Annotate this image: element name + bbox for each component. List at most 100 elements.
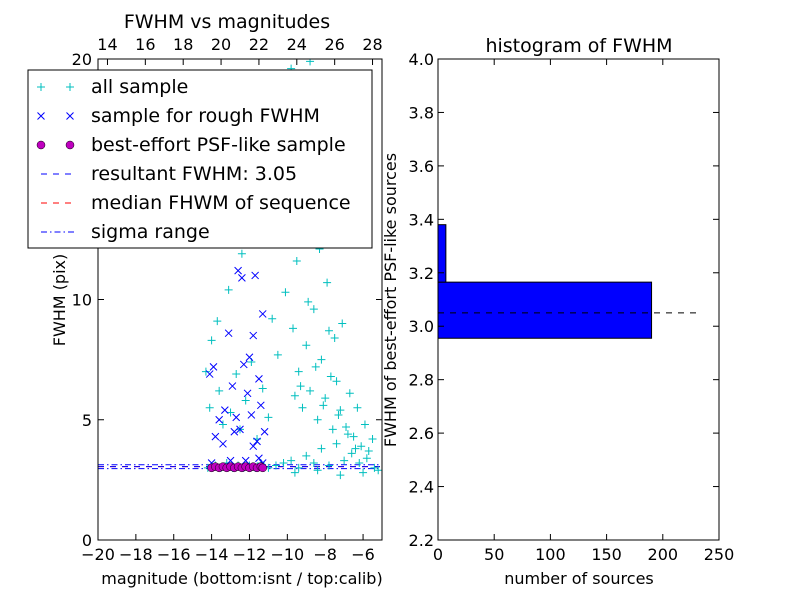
rough-sample-point — [230, 427, 239, 436]
y-tick-label: 3.0 — [409, 317, 434, 336]
all-sample-point — [294, 367, 303, 376]
all-sample-point — [294, 463, 303, 472]
all-sample-point — [296, 382, 305, 391]
x-tick-label: −14 — [195, 545, 229, 564]
legend: all sample sample for rough FWHM best-effo… — [27, 69, 373, 249]
all-sample-point — [359, 468, 368, 477]
all-sample-point — [271, 461, 280, 470]
histogram-data-area — [437, 224, 699, 339]
all-sample-point — [290, 468, 299, 477]
all-sample-point — [355, 459, 364, 468]
all-sample-point — [357, 442, 366, 451]
all-sample-point — [279, 459, 288, 468]
legend-entry: median FHWM of sequence — [41, 192, 351, 214]
all-sample-point — [273, 350, 282, 359]
all-sample-point — [237, 249, 246, 258]
all-sample-point — [340, 456, 349, 465]
legend-label: resultant FWHM: 3.05 — [91, 163, 297, 185]
top-x-tick-label: 14 — [97, 35, 117, 54]
legend-entry: best-effort PSF-like sample — [36, 134, 346, 156]
rough-sample-point — [249, 442, 258, 451]
all-sample-point — [304, 297, 313, 306]
all-sample-point — [336, 406, 345, 415]
histogram-bar — [437, 224, 447, 283]
rough-sample-point — [258, 310, 267, 318]
legend-plus-icon — [66, 83, 74, 91]
rough-sample-point — [256, 401, 265, 410]
rough-sample-point — [241, 456, 250, 465]
x-tick-label: 200 — [648, 545, 679, 564]
all-sample-point — [292, 257, 301, 266]
legend-box — [27, 69, 373, 249]
all-sample-point — [241, 396, 250, 405]
legend-label: best-effort PSF-like sample — [91, 134, 346, 156]
top-x-tick-label: 18 — [173, 35, 193, 54]
y-tick-label: 2.8 — [409, 371, 434, 390]
scatter-y-label: FWHM (pix) — [50, 254, 69, 347]
rough-sample-point — [255, 454, 263, 463]
y-tick-label: 0 — [82, 531, 92, 550]
all-sample-point — [330, 333, 339, 342]
rough-sample-point — [236, 425, 244, 434]
all-sample-point — [302, 451, 311, 460]
x-tick-label: −10 — [270, 545, 304, 564]
rough-sample-point — [239, 360, 248, 369]
y-tick-label: 3.8 — [409, 103, 434, 122]
all-sample-point — [313, 466, 322, 475]
rough-sample-point — [224, 329, 233, 338]
rough-sample-point — [260, 427, 269, 436]
top-x-tick-label: 28 — [362, 35, 382, 54]
legend-circle-icon — [36, 140, 46, 150]
all-sample-point — [342, 422, 351, 431]
x-tick-label: −16 — [157, 545, 191, 564]
x-tick-label: 250 — [704, 545, 735, 564]
all-sample-point — [218, 420, 227, 429]
legend-cross-icon — [66, 112, 74, 120]
legend-entry: sample for rough FWHM — [37, 105, 320, 127]
x-tick-label: −6 — [351, 545, 375, 564]
legend-entry: sigma range — [41, 221, 210, 243]
all-sample-point — [268, 314, 277, 323]
scatter-x-label: magnitude (bottom:isnt / top:calib) — [101, 569, 382, 588]
all-sample-point — [368, 434, 377, 443]
all-sample-point — [317, 444, 326, 453]
y-tick-label: 20 — [72, 50, 92, 69]
all-sample-point — [289, 324, 298, 333]
all-sample-point — [343, 430, 352, 439]
all-sample-point — [334, 410, 343, 419]
all-sample-point — [328, 425, 337, 434]
all-sample-point — [351, 444, 360, 453]
top-x-tick-label: 16 — [135, 35, 155, 54]
rough-sample-point — [215, 415, 224, 424]
histogram-y-label: FWHM of best-effort PSF-like sources — [381, 153, 400, 447]
rough-sample-point — [209, 362, 218, 371]
x-tick-label: 0 — [433, 545, 443, 564]
all-sample-point — [317, 355, 326, 364]
all-sample-point — [324, 326, 333, 335]
all-sample-point — [213, 317, 222, 326]
all-sample-point — [290, 391, 299, 400]
all-sample-point — [324, 461, 333, 470]
y-tick-label: 5 — [82, 411, 92, 430]
rough-sample-point — [245, 353, 254, 362]
histogram-title: histogram of FWHM — [485, 35, 672, 57]
psf-sample-point — [258, 463, 267, 473]
y-tick-label: 2.4 — [409, 478, 434, 497]
rough-sample-point — [251, 271, 260, 280]
scatter-title: FWHM vs magnitudes — [124, 11, 330, 33]
all-sample-point — [205, 403, 214, 412]
rough-sample-point — [226, 456, 235, 465]
rough-sample-point — [219, 439, 227, 448]
all-sample-point — [309, 459, 318, 468]
y-tick-label: 3.2 — [409, 264, 434, 283]
all-sample-point — [345, 389, 354, 398]
y-tick-label: 3.6 — [409, 157, 434, 176]
all-sample-point — [309, 305, 318, 314]
legend-label: sample for rough FWHM — [91, 105, 320, 127]
top-x-tick-label: 26 — [324, 35, 344, 54]
histogram-chart: histogram of FWHM 0 50 100 150 200 250 2.2 2.4 2… — [381, 35, 734, 588]
rough-sample-point — [253, 437, 261, 446]
all-sample-point — [362, 454, 371, 463]
all-sample-point — [281, 288, 290, 297]
